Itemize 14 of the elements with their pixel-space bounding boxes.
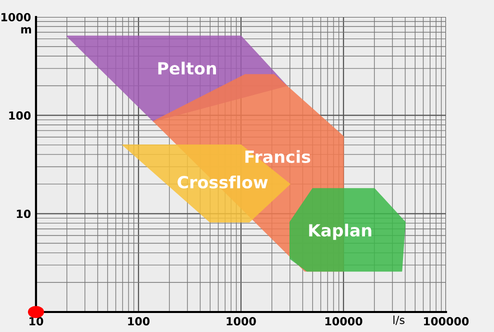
x-tick-label: 10000 (325, 317, 362, 326)
x-axis-title: l/s (393, 316, 404, 326)
x-tick-label: 100 (128, 317, 150, 326)
y-axis-title: m (21, 27, 32, 34)
y-tick-label: 10 (16, 210, 31, 218)
y-tick-label: 1000 (1, 12, 31, 22)
x-tick-label: 100000 (424, 317, 469, 326)
series-label: Crossflow (178, 176, 268, 188)
y-tick-label: 100 (9, 111, 31, 120)
series-label: Pelton (158, 62, 216, 75)
series-label: Francis (245, 150, 310, 164)
series-label: Kaplan (309, 224, 372, 240)
x-tick-label: 1000 (226, 317, 256, 326)
x-tick-label: 10 (30, 317, 44, 326)
